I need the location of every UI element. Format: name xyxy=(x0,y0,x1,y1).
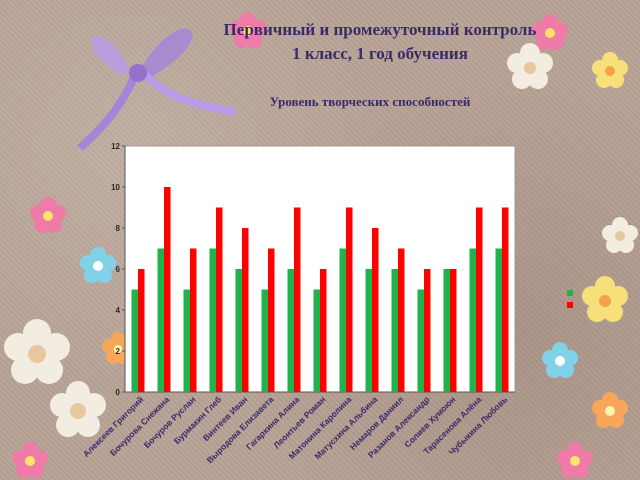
legend-marker-series1 xyxy=(567,290,573,296)
bar-series1 xyxy=(131,289,138,392)
chart-title: Уровень творческих способностей xyxy=(269,94,471,109)
bar-series2 xyxy=(476,207,483,392)
title-line-2: 1 класс, 1 год обучения xyxy=(292,44,468,63)
bar-series1 xyxy=(391,269,398,392)
flower-decoration xyxy=(557,442,593,478)
ribbon-bow-decoration xyxy=(77,28,236,150)
bar-series1 xyxy=(313,289,320,392)
bar-series1 xyxy=(157,248,164,392)
flower-decoration xyxy=(230,12,266,48)
bar-series1 xyxy=(365,269,372,392)
y-tick-label: 0 xyxy=(116,388,121,397)
bar-series1 xyxy=(417,289,424,392)
flower-decoration xyxy=(592,52,628,88)
bar-series2 xyxy=(424,269,431,392)
y-tick-label: 6 xyxy=(116,265,121,274)
y-tick-label: 8 xyxy=(116,224,121,233)
slide-title: Первичный и промежуточный контроль 1 кла… xyxy=(160,18,600,66)
y-tick-label: 10 xyxy=(111,183,120,192)
flower-decoration xyxy=(50,381,106,437)
bar-series2 xyxy=(164,187,171,392)
bar-series2 xyxy=(320,269,327,392)
bar-series2 xyxy=(450,269,457,392)
bar-series1 xyxy=(443,269,450,392)
y-tick-label: 2 xyxy=(116,347,121,356)
bar-series1 xyxy=(469,248,476,392)
bar-series2 xyxy=(502,207,509,392)
y-tick-label: 4 xyxy=(116,306,121,315)
flower-decoration xyxy=(30,197,66,233)
flower-decoration xyxy=(602,217,638,253)
flower-decoration xyxy=(4,319,70,384)
bar-series1 xyxy=(339,248,346,392)
bar-series2 xyxy=(268,248,275,392)
flower-decoration xyxy=(80,247,116,283)
y-tick-label: 12 xyxy=(111,142,120,151)
bar-series2 xyxy=(190,248,197,392)
bar-series1 xyxy=(495,248,502,392)
bar-series2 xyxy=(346,207,353,392)
flower-decoration xyxy=(507,43,553,89)
bar-series2 xyxy=(398,248,405,392)
bar-series2 xyxy=(242,228,249,392)
bar-series1 xyxy=(209,248,216,392)
flower-decoration xyxy=(592,392,628,428)
bar-series2 xyxy=(294,207,301,392)
flower-decoration xyxy=(582,276,628,322)
bar-series2 xyxy=(372,228,379,392)
flower-decoration xyxy=(532,14,568,50)
bar-series2 xyxy=(216,207,223,392)
bar-series1 xyxy=(183,289,190,392)
bar-series1 xyxy=(287,269,294,392)
legend-marker-series2 xyxy=(567,302,573,308)
flower-decoration xyxy=(542,342,578,378)
bar-series2 xyxy=(138,269,145,392)
bar-series1 xyxy=(235,269,242,392)
flower-decoration xyxy=(12,442,48,478)
bar-series1 xyxy=(261,289,268,392)
title-line-1: Первичный и промежуточный контроль xyxy=(223,20,537,39)
